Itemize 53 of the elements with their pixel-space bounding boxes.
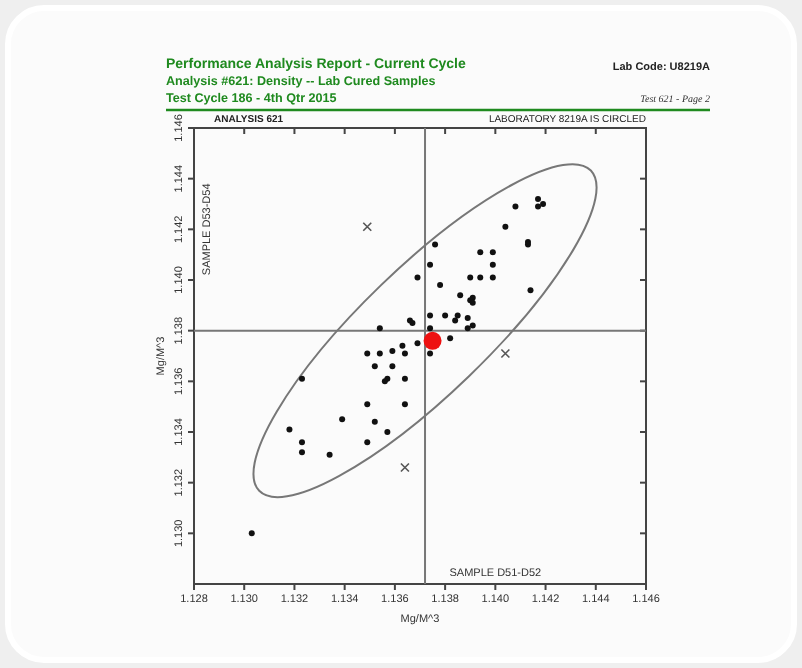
point: [298, 439, 305, 446]
point: [469, 322, 476, 329]
point: [423, 331, 442, 350]
point: [401, 401, 408, 408]
point: [376, 325, 383, 332]
point: [248, 530, 255, 537]
point: [447, 335, 454, 342]
point: [500, 348, 511, 359]
point: [364, 350, 371, 357]
point: [489, 261, 496, 268]
point: [477, 274, 484, 281]
point: [442, 312, 449, 319]
point: [452, 317, 459, 324]
point: [364, 439, 371, 446]
point: [414, 340, 421, 347]
point: [427, 261, 434, 268]
point: [400, 462, 410, 473]
point: [457, 292, 464, 299]
point: [432, 241, 439, 248]
point: [535, 195, 542, 202]
point: [389, 363, 396, 370]
point: [427, 350, 434, 357]
point: [427, 325, 434, 332]
point: [437, 282, 444, 289]
point: [527, 287, 534, 294]
point: [427, 312, 434, 319]
point: [489, 249, 496, 256]
point: [371, 418, 378, 425]
point: [326, 451, 333, 458]
point: [362, 222, 373, 232]
point: [371, 363, 378, 370]
point: [401, 375, 408, 382]
point: [389, 347, 396, 354]
point: [399, 342, 406, 349]
point: [464, 315, 471, 321]
point: [467, 274, 474, 281]
point: [535, 203, 542, 210]
point: [454, 312, 461, 319]
point: [384, 429, 391, 435]
point: [286, 426, 293, 433]
point: [376, 350, 383, 357]
point: [489, 274, 496, 281]
point: [477, 249, 484, 256]
point: [414, 274, 421, 281]
point: [464, 325, 471, 332]
point: [298, 449, 305, 456]
point: [502, 223, 509, 230]
point: [512, 203, 519, 210]
point: [339, 416, 346, 423]
point: [364, 401, 371, 408]
point: [401, 350, 408, 357]
point: [298, 375, 305, 382]
point: [540, 201, 547, 207]
